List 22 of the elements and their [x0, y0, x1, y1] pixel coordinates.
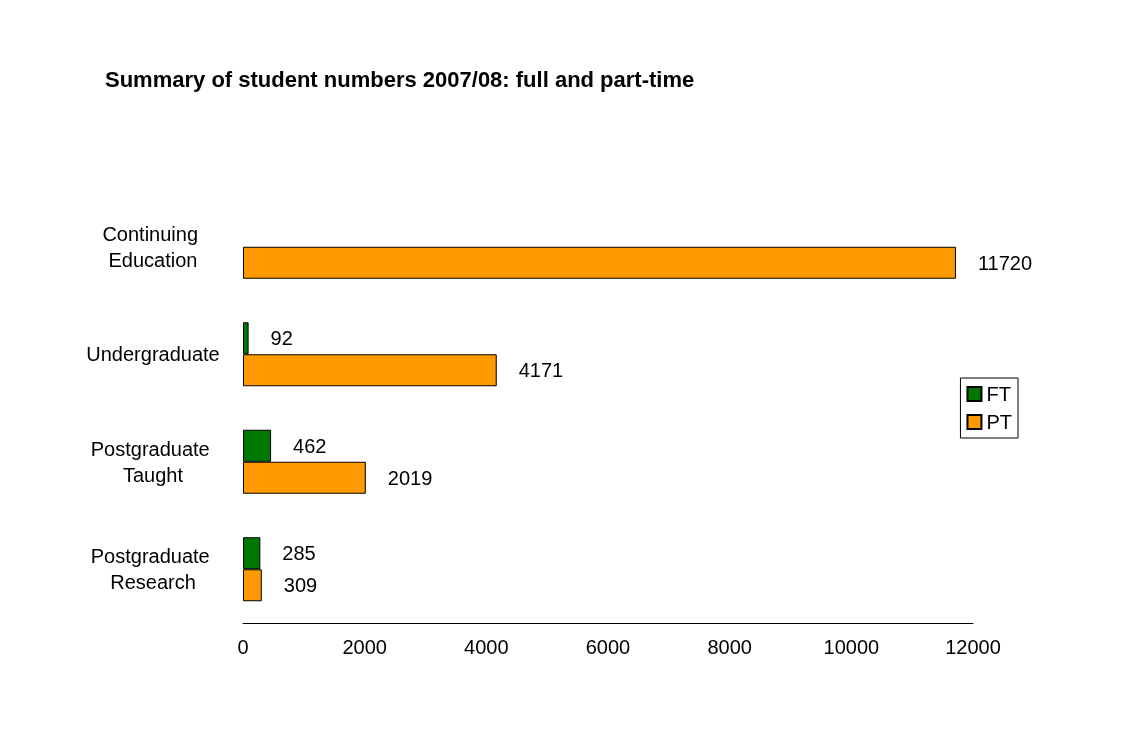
data-label: 92: [270, 327, 293, 350]
y-tick-label: Postgraduate Research: [90, 545, 216, 594]
data-label: 309: [283, 574, 318, 597]
bar: [243, 246, 956, 279]
x-tick-label: 2000: [342, 636, 387, 658]
y-tick-label: Postgraduate Taught: [90, 437, 216, 486]
data-label: 4171: [518, 359, 564, 382]
x-tick-label: 0: [237, 636, 249, 658]
y-tick-label: Continuing Education: [102, 222, 204, 271]
chart-title: Summary of student numbers 2007/08: full and part-time: [105, 66, 695, 92]
x-tick-label: 10000: [823, 636, 880, 658]
y-tick-label: Undergraduate: [86, 343, 220, 366]
x-tick-label: 12000: [945, 636, 1001, 658]
x-tick-label: 8000: [707, 636, 752, 658]
x-tick-label: 4000: [464, 636, 509, 658]
data-label: 285: [282, 542, 316, 565]
data-label: 462: [293, 434, 327, 457]
legend-label: PT: [986, 411, 1013, 433]
legend-label: FT: [986, 383, 1011, 405]
data-label: 2019: [387, 466, 433, 489]
x-tick-label: 6000: [585, 636, 631, 658]
data-label: 11720: [977, 251, 1033, 274]
